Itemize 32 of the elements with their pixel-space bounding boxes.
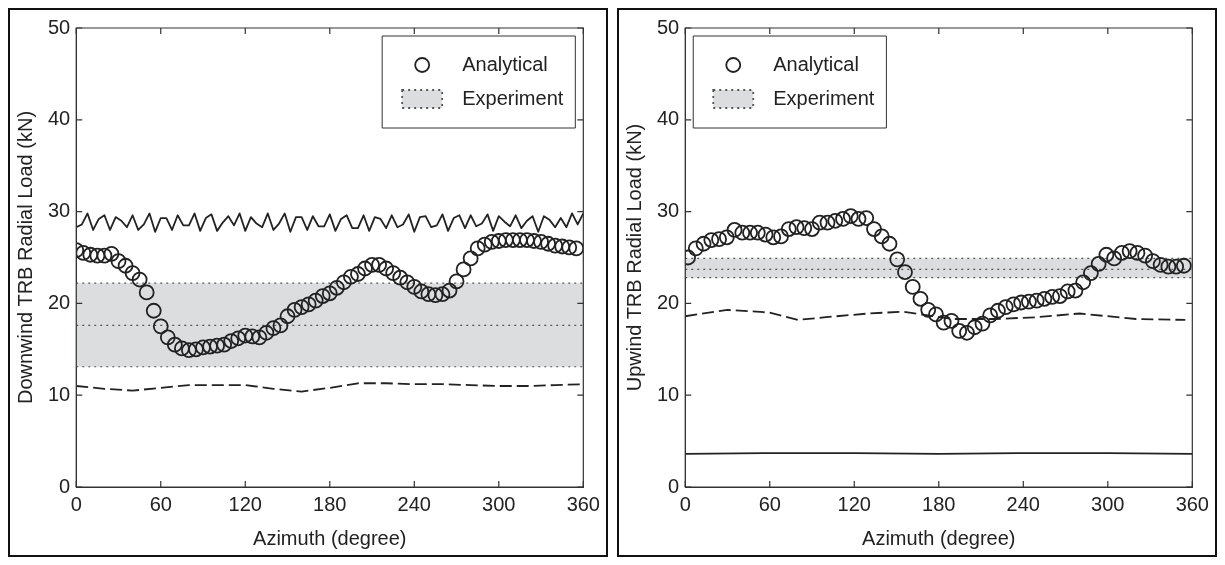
y-tick-label: 30: [48, 199, 71, 222]
legend-label: Analytical: [462, 52, 548, 75]
x-tick-label: 360: [566, 492, 600, 515]
x-tick-label: 240: [397, 492, 431, 515]
y-tick-label: 40: [657, 107, 680, 130]
y-tick-label: 0: [668, 474, 680, 497]
x-axis-title: Azimuth (degree): [862, 526, 1016, 549]
y-tick-label: 40: [48, 107, 71, 130]
legend-label: Analytical: [773, 52, 859, 75]
y-tick-label: 10: [657, 382, 680, 405]
y-tick-label: 50: [48, 15, 71, 38]
x-tick-label: 120: [228, 492, 262, 515]
legend-label: Experiment: [462, 86, 564, 109]
y-tick-label: 30: [657, 199, 680, 222]
x-tick-label: 60: [149, 492, 172, 515]
x-tick-label: 120: [837, 492, 871, 515]
y-tick-label: 20: [657, 290, 680, 313]
y-tick-label: 50: [657, 15, 680, 38]
y-axis-title: Downwind TRB Radial Load (kN): [13, 110, 36, 405]
x-tick-label: 300: [482, 492, 516, 515]
x-tick-label: 180: [922, 492, 956, 515]
y-tick-label: 20: [48, 290, 71, 313]
x-tick-label: 60: [758, 492, 781, 515]
legend-label: Experiment: [773, 86, 875, 109]
x-axis-title: Azimuth (degree): [253, 526, 407, 549]
x-tick-label: 360: [1175, 492, 1209, 515]
y-tick-label: 10: [48, 382, 71, 405]
y-axis-title: Upwind TRB Radial Load (kN): [622, 123, 645, 392]
x-tick-label: 300: [1091, 492, 1125, 515]
x-tick-label: 180: [313, 492, 347, 515]
x-tick-label: 240: [1006, 492, 1040, 515]
y-tick-label: 0: [59, 474, 71, 497]
